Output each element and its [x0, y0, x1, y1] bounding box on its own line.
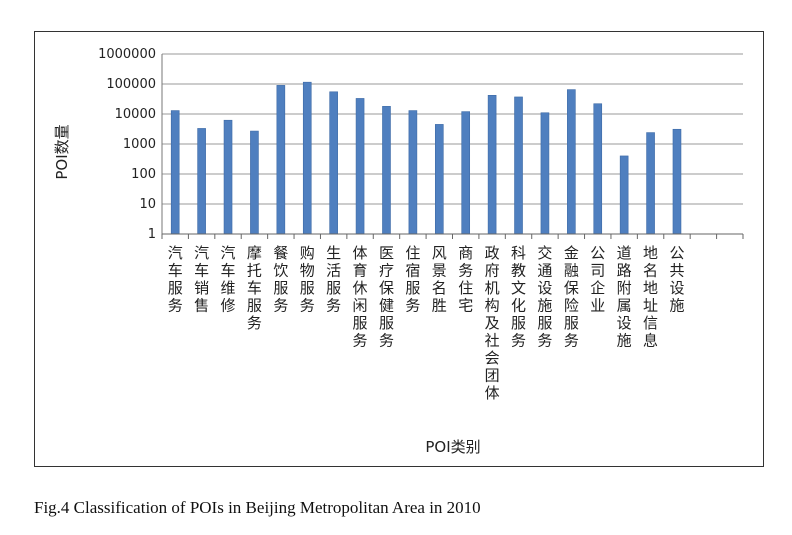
bar: [250, 130, 259, 235]
category-label: 医疗保健服务: [379, 244, 394, 350]
category-label: 风景名胜: [432, 244, 447, 315]
bar: [487, 95, 497, 235]
bar: [329, 91, 338, 235]
y-tick-label: 1000000: [98, 47, 156, 62]
bar-chart: 1 10 100 1000 10000 100000 1000000 汽车服务汽车销售汽车维修…: [53, 47, 744, 456]
bar: [302, 81, 312, 235]
bar: [197, 128, 206, 235]
x-axis-title: POI类别: [425, 438, 480, 456]
category-label: 商务住宅: [458, 244, 473, 315]
category-label: 汽车销售: [194, 244, 209, 315]
category-label: 生活服务: [326, 244, 341, 315]
category-label: 购物服务: [300, 244, 315, 315]
bar: [461, 111, 471, 235]
y-tick-label: 1: [148, 227, 156, 242]
bar: [170, 110, 180, 235]
y-axis-title: POI数量: [53, 124, 71, 179]
bar: [355, 98, 365, 235]
figure-caption: Fig.4 Classification of POIs in Beijing …: [34, 498, 481, 517]
bar: [408, 110, 418, 235]
bar: [567, 89, 576, 235]
category-label: 餐饮服务: [273, 244, 288, 315]
category-label: 汽车维修: [221, 244, 236, 315]
category-label: 金融保险服务: [564, 244, 579, 350]
category-label: 科教文化服务: [511, 244, 526, 350]
bar: [223, 119, 233, 235]
y-tick-label: 10: [139, 197, 156, 212]
category-label: 摩托车服务: [247, 244, 262, 332]
y-tick-label: 100000: [106, 77, 156, 92]
bar: [646, 132, 655, 235]
category-label: 住宿服务: [405, 244, 420, 315]
category-label: 交通设施服务: [537, 244, 552, 350]
y-tick-label: 100: [131, 167, 156, 182]
bar: [540, 112, 550, 235]
category-label: 体育休闲服务: [353, 244, 368, 350]
bar: [382, 106, 391, 235]
bar: [593, 103, 603, 235]
bar: [434, 124, 444, 235]
bar: [276, 85, 286, 235]
category-label: 公司企业: [590, 244, 605, 315]
bar: [514, 96, 523, 235]
chart-frame: 1 10 100 1000 10000 100000 1000000 汽车服务 汽车销售 汽车维修…: [34, 31, 764, 467]
category-label: 汽车服务: [168, 244, 183, 315]
category-label: 地名地址信息: [643, 244, 658, 350]
bar: [672, 128, 682, 235]
category-label: 公共设施: [669, 244, 684, 315]
y-tick-label: 1000: [123, 137, 156, 152]
category-label: 政府机构及社会团体: [485, 244, 500, 402]
y-tick-label: 10000: [115, 107, 156, 122]
bar: [619, 155, 629, 235]
category-label: 道路附属设施: [617, 244, 632, 350]
